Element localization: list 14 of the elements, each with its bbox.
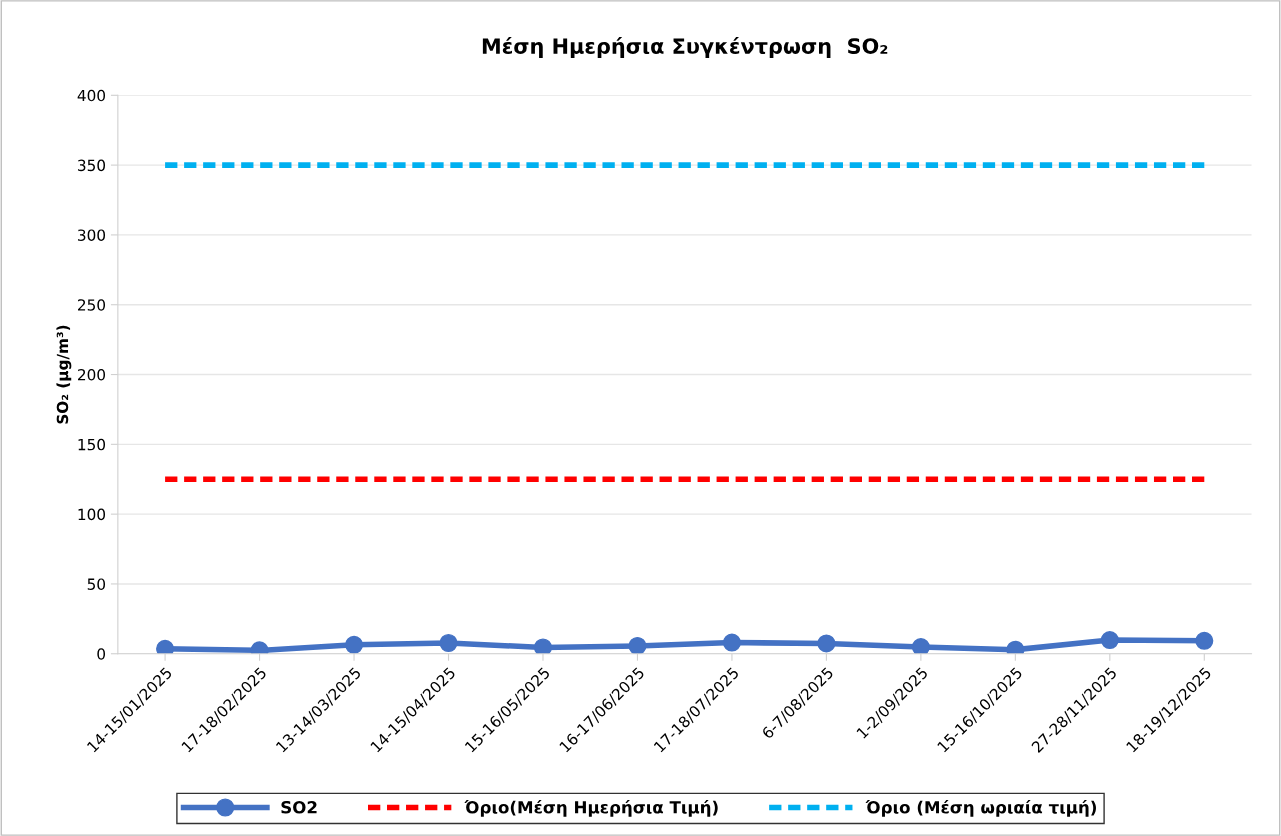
- legend-label: Όριο (Μέση ωριαία τιμή): [865, 800, 1096, 817]
- y-tick-label: 350: [78, 159, 106, 172]
- y-tick-label: 400: [77, 89, 106, 102]
- legend-label: SO2: [281, 800, 317, 814]
- legend-label: Όριο(Μέση Ημερήσια Τιμή): [464, 800, 718, 817]
- chart-title: Μέση Ημερήσια Συγκέντρωση SO₂: [482, 36, 888, 58]
- y-axis-title: SO₂ (μg/m³): [56, 325, 72, 424]
- y-tick-label: 0: [97, 648, 106, 660]
- y-tick-label: 100: [78, 508, 106, 521]
- y-tick-label: 250: [78, 299, 106, 311]
- y-tick-label: 50: [87, 578, 106, 590]
- y-tick-label: 200: [78, 368, 106, 381]
- y-tick-label: 300: [78, 229, 106, 241]
- y-tick-label: 150: [78, 438, 106, 451]
